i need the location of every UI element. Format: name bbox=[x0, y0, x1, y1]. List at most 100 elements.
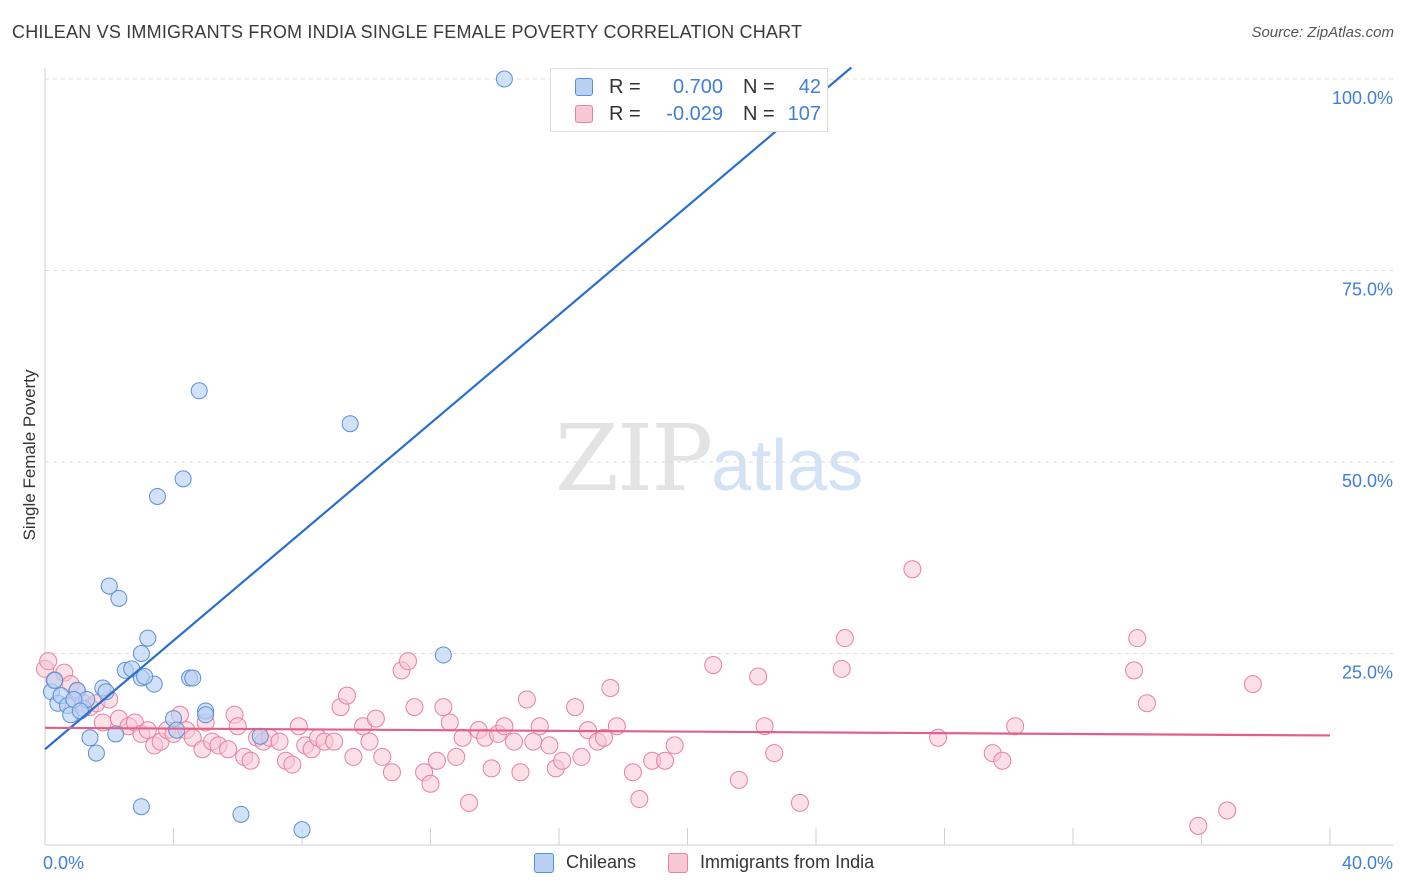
india-point bbox=[665, 736, 684, 755]
india-point bbox=[903, 560, 922, 579]
source-label: Source: ZipAtlas.com bbox=[1251, 24, 1394, 41]
india-point bbox=[594, 728, 613, 747]
india-point bbox=[344, 747, 363, 766]
india-point bbox=[540, 736, 559, 755]
chilean-point bbox=[136, 667, 154, 685]
legend-item-chileans[interactable]: Chileans bbox=[534, 852, 636, 873]
chilean-point bbox=[132, 798, 150, 816]
chilean-point bbox=[434, 646, 452, 664]
india-point bbox=[656, 751, 675, 770]
chilean-point bbox=[46, 671, 64, 689]
legend-swatch-chileans bbox=[575, 78, 593, 96]
x-tick-label: 0.0% bbox=[43, 853, 84, 873]
india-point bbox=[1189, 816, 1208, 835]
y-tick-label: 50.0% bbox=[1342, 471, 1393, 491]
india-point bbox=[1218, 801, 1237, 820]
legend-r-value: -0.029 bbox=[666, 102, 723, 125]
india-point bbox=[447, 747, 466, 766]
india-point bbox=[241, 751, 260, 770]
chilean-point bbox=[139, 629, 157, 647]
india-point bbox=[729, 770, 748, 789]
india-point bbox=[460, 793, 479, 812]
india-point bbox=[440, 713, 459, 732]
india-label: Immigrants from India bbox=[700, 852, 875, 872]
legend-n-label: N = bbox=[743, 75, 775, 98]
legend-swatch-india bbox=[575, 105, 593, 123]
india-point bbox=[749, 667, 768, 686]
india-point bbox=[704, 655, 723, 674]
india-point bbox=[289, 717, 308, 736]
chilean-point bbox=[293, 821, 311, 839]
chilean-trend-line bbox=[44, 66, 853, 751]
grid-layer bbox=[45, 78, 1393, 654]
india-point bbox=[572, 747, 591, 766]
india-point bbox=[325, 732, 344, 751]
india-point bbox=[553, 751, 572, 770]
chilean-points-layer bbox=[42, 70, 738, 839]
india-point bbox=[283, 755, 302, 774]
chilean-point bbox=[251, 727, 269, 745]
india-point bbox=[630, 790, 649, 809]
chileans-label: Chileans bbox=[566, 852, 637, 872]
india-point bbox=[405, 698, 424, 717]
india-point bbox=[530, 717, 549, 736]
india-point bbox=[453, 728, 472, 747]
series-legend: Chileans Immigrants from India bbox=[534, 852, 906, 873]
legend-r-label: R = bbox=[609, 102, 641, 125]
legend-row-chileans: R = 0.700 N = 42 bbox=[575, 76, 821, 98]
india-point bbox=[1137, 694, 1156, 713]
chilean-point bbox=[184, 669, 202, 687]
india-point bbox=[601, 678, 620, 697]
india-point bbox=[495, 717, 514, 736]
chilean-point bbox=[168, 721, 186, 739]
legend-n-label: N = bbox=[743, 102, 775, 125]
trend-lines-layer bbox=[44, 66, 1331, 751]
india-point bbox=[1243, 675, 1262, 694]
india-point bbox=[832, 659, 851, 678]
watermark: ZIPatlas bbox=[555, 405, 863, 512]
india-point bbox=[382, 763, 401, 782]
chilean-point bbox=[190, 382, 208, 400]
india-point bbox=[993, 751, 1012, 770]
india-point bbox=[835, 629, 854, 648]
india-point bbox=[337, 686, 356, 705]
india-point bbox=[427, 751, 446, 770]
india-point bbox=[790, 793, 809, 812]
india-point bbox=[138, 721, 157, 740]
chilean-point bbox=[148, 487, 166, 505]
india-point bbox=[434, 698, 453, 717]
legend-r-value: 0.700 bbox=[672, 75, 723, 98]
india-point bbox=[1125, 661, 1144, 680]
india-point bbox=[1128, 629, 1147, 648]
legend-item-india[interactable]: Immigrants from India bbox=[668, 852, 874, 873]
legend-r-label: R = bbox=[609, 75, 641, 98]
india-point bbox=[399, 652, 418, 671]
india-point bbox=[421, 774, 440, 793]
india-point bbox=[755, 717, 774, 736]
chileans-swatch bbox=[534, 852, 554, 873]
chilean-point bbox=[110, 589, 128, 607]
x-tick-label: 40.0% bbox=[1342, 853, 1393, 873]
india-point bbox=[524, 732, 543, 751]
india-swatch bbox=[668, 852, 689, 873]
india-point bbox=[270, 732, 289, 751]
india-point bbox=[39, 652, 58, 671]
india-point bbox=[373, 747, 392, 766]
chilean-point bbox=[174, 470, 192, 488]
india-point bbox=[366, 709, 385, 728]
chart-title: CHILEAN VS IMMIGRANTS FROM INDIA SINGLE … bbox=[12, 22, 803, 42]
india-point bbox=[360, 732, 379, 751]
chilean-point bbox=[71, 702, 89, 720]
chilean-point bbox=[495, 70, 513, 88]
india-point bbox=[511, 763, 530, 782]
india-point bbox=[219, 740, 238, 759]
legend-n-value: 42 bbox=[798, 75, 821, 98]
chilean-point bbox=[81, 729, 99, 747]
chilean-point bbox=[132, 645, 150, 662]
stats-legend: R = 0.700 N = 42 R = -0.029 N = 107 bbox=[550, 68, 828, 132]
india-point bbox=[228, 717, 247, 736]
india-point bbox=[1006, 717, 1025, 736]
chilean-point bbox=[232, 805, 250, 823]
india-trend-line bbox=[44, 726, 1331, 737]
